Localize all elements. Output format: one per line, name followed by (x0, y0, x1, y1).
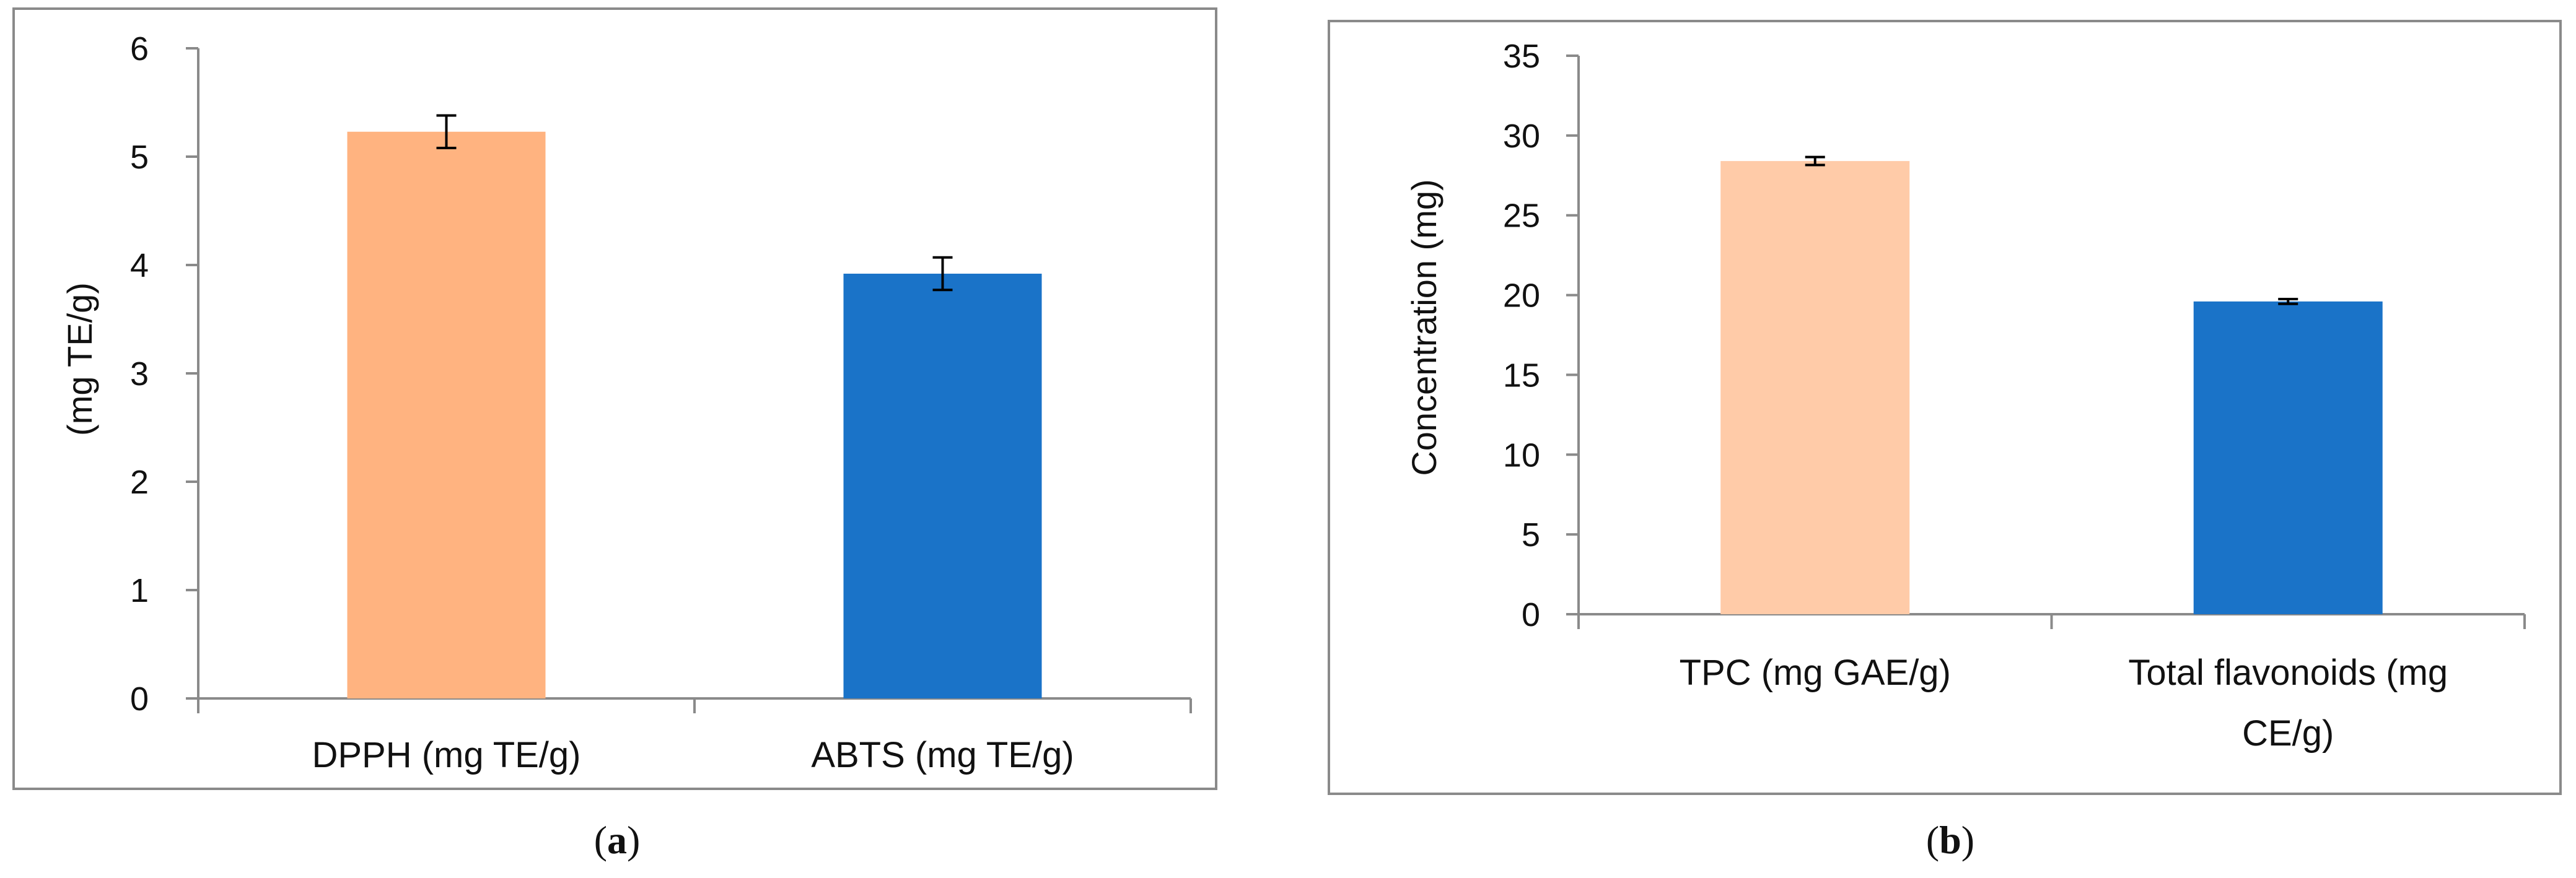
error-bar-b-1 (1805, 155, 1825, 167)
y-tick-label-a: 4 (130, 247, 149, 284)
caption-a-close: ) (627, 818, 640, 862)
caption-a: (a) (594, 818, 641, 862)
chart-panel-a: 0 1 2 3 4 5 6 DPPH (mg TE/g) ABTS (mg TE/g) (mg … (12, 7, 1217, 790)
caption-a-open: ( (594, 818, 607, 862)
error-bar-a-1 (436, 114, 457, 149)
y-tick-label-b: 20 (1503, 277, 1540, 315)
y-tick-label-a: 1 (130, 572, 149, 609)
caption-b-close: ) (1961, 818, 1974, 862)
y-tick-label-b: 35 (1503, 38, 1540, 75)
plot-area-a: 0 1 2 3 4 5 6 DPPH (mg TE/g) ABTS (mg TE/g) (130, 30, 1192, 775)
y-tick-label-a: 2 (130, 464, 149, 501)
y-tick-label-b: 0 (1522, 596, 1540, 633)
error-bar-a-2 (932, 256, 953, 292)
category-label-b-2: Total flavonoids (mg CE/g) (2128, 653, 2448, 754)
y-tick-label-a: 5 (130, 139, 149, 176)
y-tick-label-b: 5 (1522, 516, 1540, 554)
error-bar-b-2 (2278, 298, 2298, 305)
caption-a-letter: a (607, 818, 627, 862)
caption-b-open: ( (1926, 818, 1939, 862)
plot-area-b: 0 5 10 15 20 25 30 35 TPC (mg GAE/g) Total flavon… (1503, 38, 2526, 754)
caption-b: (b) (1926, 818, 1974, 862)
y-tick-label-b: 25 (1503, 198, 1540, 235)
y-tick-label-a: 0 (130, 680, 149, 718)
y-tick-label-b: 10 (1503, 437, 1540, 474)
y-tick-label-b: 15 (1503, 357, 1540, 394)
y-axis-title-b: Concentration (mg) (1404, 179, 1444, 476)
caption-b-letter: b (1939, 818, 1961, 862)
category-label-b-1: TPC (mg GAE/g) (1680, 653, 1951, 693)
y-tick-label-a: 6 (130, 30, 149, 67)
bar-a-2 (843, 274, 1042, 698)
bar-b-1 (1720, 161, 1910, 614)
y-tick-label-b: 30 (1503, 118, 1540, 155)
chart-panel-b: 0 5 10 15 20 25 30 35 TPC (mg GAE/g) Total flavon… (1328, 20, 2562, 795)
bar-b-2 (2193, 301, 2383, 614)
category-label-a-2: ABTS (mg TE/g) (811, 735, 1074, 775)
category-label-a-1: DPPH (mg TE/g) (312, 735, 580, 775)
y-axis-title-a: (mg TE/g) (60, 282, 99, 436)
bar-a-1 (347, 131, 546, 698)
y-tick-label-a: 3 (130, 355, 149, 393)
